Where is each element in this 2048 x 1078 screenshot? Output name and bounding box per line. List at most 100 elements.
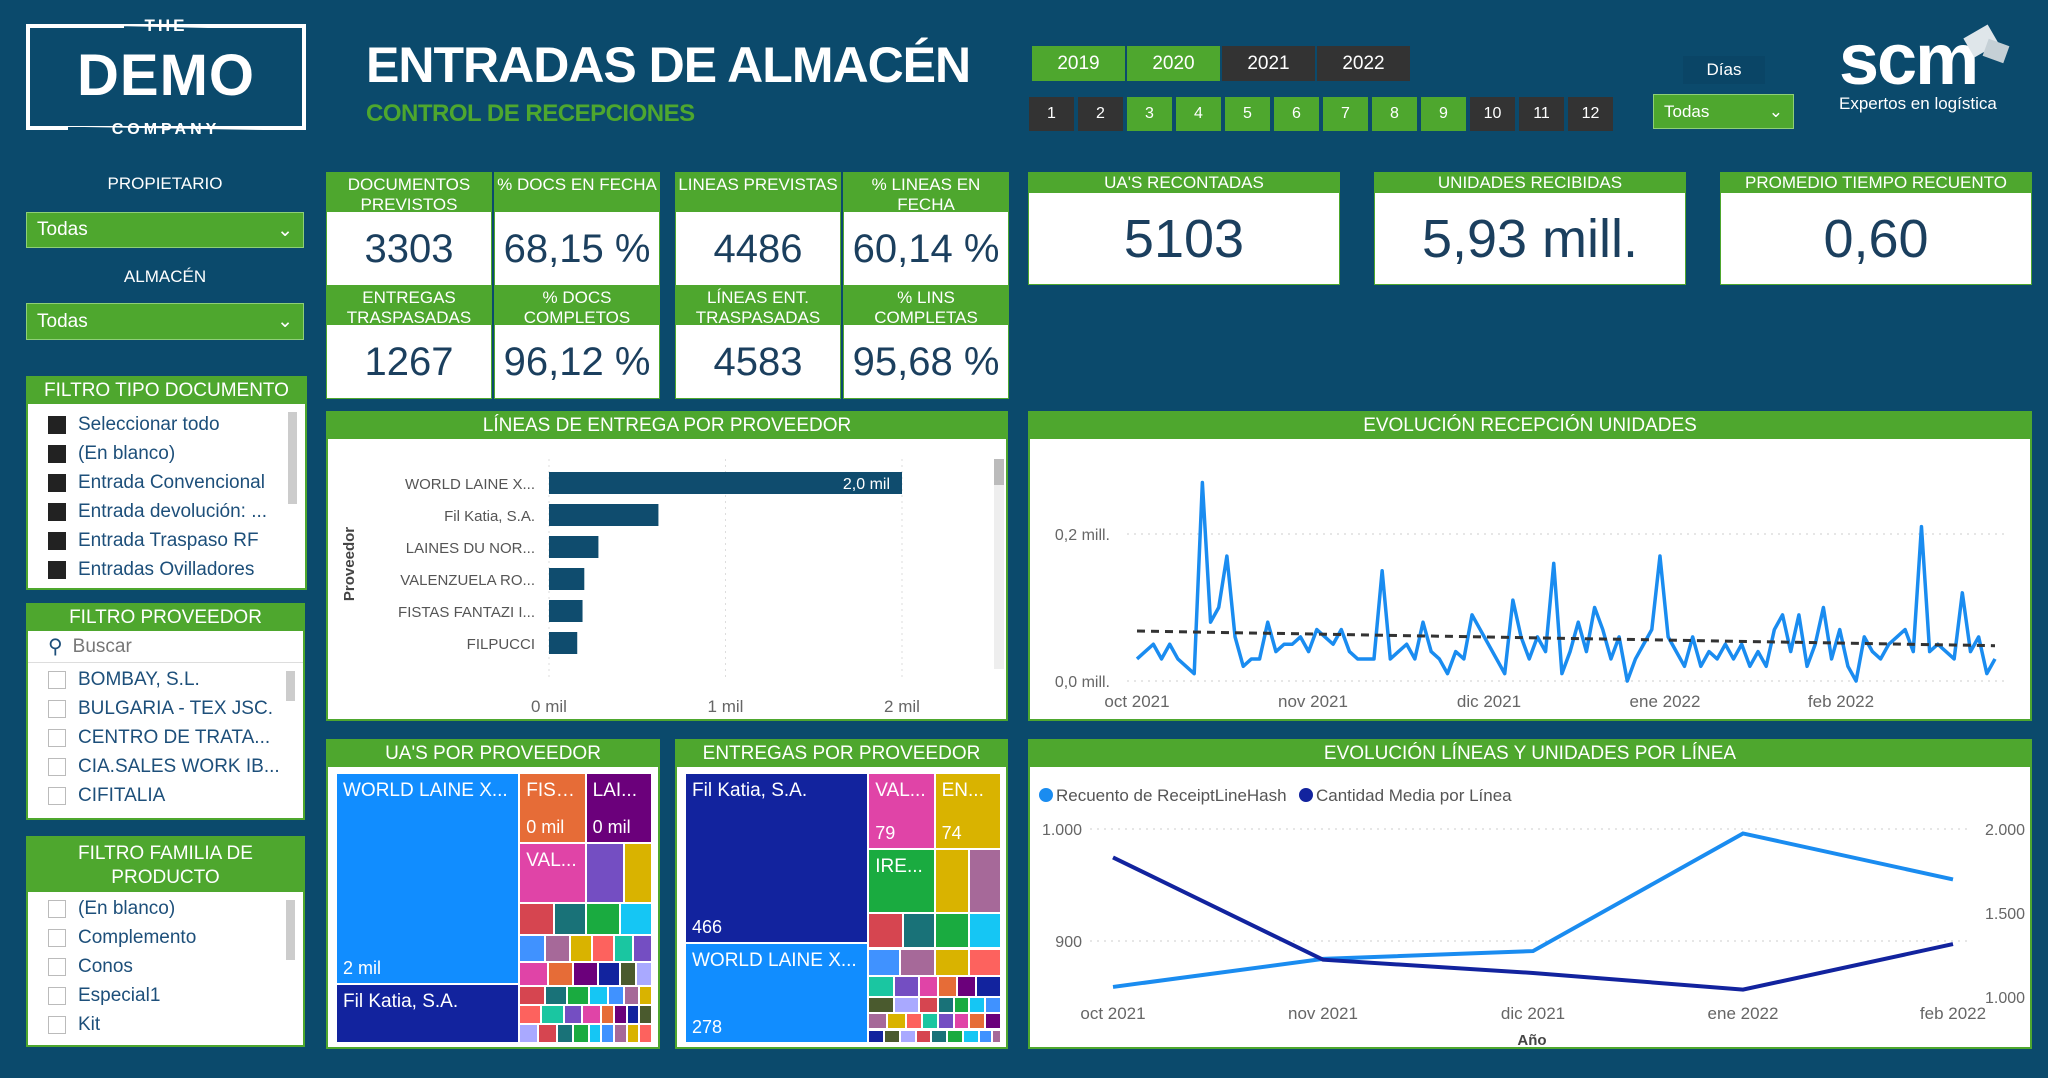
month-button-9[interactable]: 9 <box>1421 97 1466 131</box>
scrollbar[interactable] <box>288 412 297 504</box>
checkbox-checked[interactable] <box>48 444 66 463</box>
treemap-tile[interactable]: WORLD LAINE X... 2 mil <box>336 773 520 984</box>
treemap-tile[interactable] <box>573 1024 589 1043</box>
month-button-8[interactable]: 8 <box>1372 97 1417 131</box>
treemap-tile[interactable] <box>563 1005 583 1025</box>
treemap-tile[interactable] <box>582 1005 602 1025</box>
treemap-tile[interactable] <box>519 1024 539 1043</box>
bar[interactable] <box>549 536 599 558</box>
treemap-tile[interactable] <box>937 1013 954 1030</box>
treemap-tile[interactable] <box>614 1024 627 1043</box>
treemap-tile[interactable] <box>639 1024 652 1043</box>
month-button-4[interactable]: 4 <box>1176 97 1221 131</box>
checkbox[interactable] <box>48 670 66 689</box>
treemap-tile[interactable] <box>554 902 586 935</box>
list-item[interactable]: CIA.SALES WORK IB... <box>48 752 303 781</box>
bar[interactable] <box>549 632 578 654</box>
scrollbar[interactable] <box>286 671 295 701</box>
treemap-tile[interactable]: Fil Katia, S.A. 466 <box>685 773 869 944</box>
list-item[interactable]: (En blanco) <box>48 439 305 468</box>
list-item[interactable]: CIFITALIA <box>48 781 303 810</box>
treemap-tile[interactable] <box>544 986 567 1006</box>
treemap-tile[interactable] <box>601 1024 615 1043</box>
treemap-tile[interactable] <box>918 997 938 1014</box>
month-button-7[interactable]: 7 <box>1323 97 1368 131</box>
treemap-tile[interactable] <box>969 913 1001 949</box>
search-input[interactable]: ⚲ Buscar <box>28 631 303 663</box>
treemap-tile[interactable] <box>906 1013 922 1030</box>
treemap-tile[interactable] <box>893 975 919 998</box>
list-item[interactable]: Entrada Convencional <box>48 468 305 497</box>
treemap-tile[interactable] <box>985 997 1001 1014</box>
treemap-tile[interactable] <box>903 913 935 949</box>
treemap-tile[interactable] <box>557 1024 573 1043</box>
treemap-tile[interactable] <box>868 913 904 949</box>
bar[interactable] <box>549 472 902 494</box>
treemap-tile[interactable] <box>931 1029 948 1043</box>
treemap-tile[interactable] <box>868 1013 888 1030</box>
treemap-tile[interactable]: IRE... <box>868 848 935 914</box>
treemap-tile[interactable] <box>620 902 652 935</box>
treemap-tile[interactable] <box>956 975 976 998</box>
treemap-tile[interactable] <box>588 986 608 1006</box>
checkbox[interactable] <box>48 1015 66 1034</box>
list-item[interactable]: Kit <box>48 1010 303 1039</box>
list-item[interactable]: Especial1 <box>48 981 303 1010</box>
checkbox-checked[interactable] <box>48 531 66 550</box>
treemap-tile[interactable] <box>969 848 1001 914</box>
treemap-tile[interactable] <box>519 962 548 987</box>
checkbox[interactable] <box>48 928 66 947</box>
treemap-tile[interactable] <box>934 948 970 976</box>
treemap-tile[interactable]: VAL... <box>519 843 586 903</box>
treemap-tile[interactable] <box>633 935 652 962</box>
treemap-tile[interactable] <box>636 962 652 987</box>
list-item[interactable]: CENTRO DE TRATA... <box>48 723 303 752</box>
treemap-tile[interactable] <box>601 1005 615 1025</box>
bar[interactable] <box>549 504 659 526</box>
treemap-tile[interactable] <box>547 962 573 987</box>
checkbox[interactable] <box>48 986 66 1005</box>
treemap-tile[interactable] <box>620 962 637 987</box>
treemap-tile[interactable] <box>975 975 1001 998</box>
treemap-tile[interactable] <box>573 962 599 987</box>
treemap-tile[interactable] <box>922 1013 938 1030</box>
list-item[interactable]: BOMBAY, S.L. <box>48 665 303 694</box>
checkbox-checked[interactable] <box>48 473 66 492</box>
treemap-tile[interactable]: FIST... 0 mil <box>519 773 586 844</box>
treemap-tile[interactable] <box>614 935 634 962</box>
series-line[interactable] <box>1135 480 1997 683</box>
month-button-6[interactable]: 6 <box>1274 97 1319 131</box>
list-item[interactable]: Complemento <box>48 923 303 952</box>
treemap-tile[interactable] <box>893 997 919 1014</box>
treemap-tile[interactable] <box>884 1029 900 1043</box>
treemap-tile[interactable] <box>591 935 615 962</box>
checkbox[interactable] <box>48 899 66 918</box>
month-button-10[interactable]: 10 <box>1470 97 1515 131</box>
treemap-tile[interactable] <box>934 913 970 949</box>
dias-dropdown[interactable]: Todas ⌄ <box>1653 94 1794 129</box>
treemap-tile[interactable] <box>868 997 894 1014</box>
treemap-tile[interactable] <box>639 1005 652 1025</box>
list-item[interactable]: BULGARIA - TEX JSC. <box>48 694 303 723</box>
treemap-tile[interactable] <box>969 948 1001 976</box>
treemap-tile[interactable] <box>969 997 986 1014</box>
treemap-tile[interactable]: VAL... 79 <box>868 773 935 849</box>
treemap-tile[interactable] <box>538 1024 558 1043</box>
scrollbar-thumb[interactable] <box>994 459 1004 485</box>
list-item[interactable]: Conos <box>48 952 303 981</box>
treemap-tile[interactable] <box>947 1029 964 1043</box>
treemap-tile[interactable] <box>519 1005 542 1025</box>
checkbox[interactable] <box>48 699 66 718</box>
treemap-tile[interactable] <box>614 1005 627 1025</box>
propietario-dropdown[interactable]: Todas ⌄ <box>26 212 304 248</box>
treemap-tile[interactable] <box>519 902 555 935</box>
bar[interactable] <box>549 568 585 590</box>
month-button-12[interactable]: 12 <box>1568 97 1613 131</box>
treemap-tile[interactable] <box>868 1029 885 1043</box>
list-item[interactable]: Entrada Traspaso RF <box>48 526 305 555</box>
treemap-tile[interactable] <box>566 986 589 1006</box>
list-item[interactable]: Entrada devolución: ... <box>48 497 305 526</box>
treemap-tile[interactable] <box>868 975 894 998</box>
treemap-tile[interactable] <box>585 902 621 935</box>
treemap-tile[interactable] <box>969 1013 986 1030</box>
